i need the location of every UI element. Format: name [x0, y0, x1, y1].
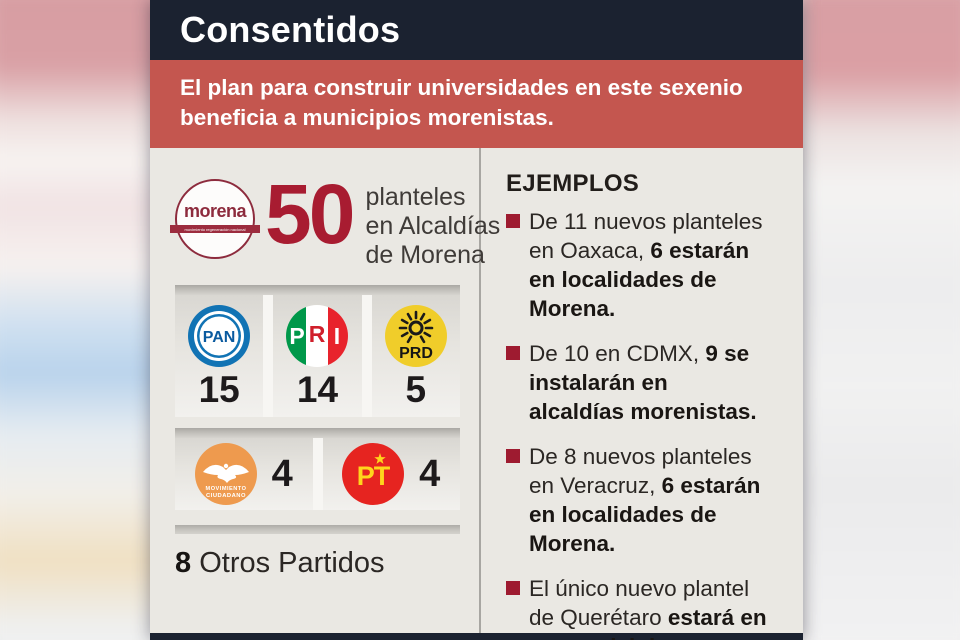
- morena-tagline: movimiento regeneración nacional: [184, 226, 246, 232]
- header-bar: Consentidos: [150, 0, 803, 60]
- panel-top-strip: [175, 428, 460, 438]
- bullet-square-icon: [506, 449, 520, 463]
- total-caption-line: en Alcaldías: [365, 212, 501, 240]
- examples-heading: EJEMPLOS: [506, 170, 640, 197]
- party-cell-pri: P R I 14: [273, 295, 362, 417]
- party-count-mc: 4: [271, 453, 293, 495]
- infographic-card: Consentidos El plan para construir unive…: [150, 0, 803, 640]
- mc-logo-text-line2: CIUDADANO: [206, 493, 246, 499]
- example-item: El único nuevo plantel de Querétaro esta…: [506, 574, 772, 640]
- total-value: 50: [265, 167, 355, 261]
- example-text: De 8 nuevos planteles en Veracruz, 6 est…: [529, 442, 769, 558]
- example-text-bold: estará en un municipio morenista.: [529, 605, 767, 640]
- mc-logo-icon: MOVIMIENTO CIUDADANO: [194, 443, 257, 505]
- morena-total-stat: morena movimiento regeneración nacional …: [170, 167, 500, 270]
- party-cell-pan: PAN 15: [175, 295, 264, 417]
- party-cell-pt: PT 4: [322, 438, 460, 510]
- subtitle-line-2: beneficia a municipios morenistas.: [180, 105, 554, 130]
- example-text: De 11 nuevos planteles en Oaxaca, 6 esta…: [529, 207, 769, 323]
- star-icon: [374, 453, 386, 464]
- others-row: 8 Otros Partidos: [175, 547, 385, 580]
- bullet-square-icon: [506, 214, 520, 228]
- subtitle-line-1: El plan para construir universidades en …: [180, 75, 743, 100]
- example-item: De 11 nuevos planteles en Oaxaca, 6 esta…: [506, 207, 772, 323]
- page-title: Consentidos: [180, 9, 401, 50]
- bullet-square-icon: [506, 581, 520, 595]
- example-text-bold: 6 estarán en localidades de Morena.: [529, 238, 750, 321]
- example-text: De 10 en CDMX, 9 se instalarán en alcald…: [529, 339, 769, 426]
- footer-bar: [150, 633, 803, 640]
- party-count-pri: 14: [296, 369, 339, 410]
- example-item: De 10 en CDMX, 9 se instalarán en alcald…: [506, 339, 772, 426]
- content-area: morena movimiento regeneración nacional …: [150, 148, 803, 640]
- total-caption: planteles en Alcaldías de Morena: [365, 183, 500, 270]
- examples-column: EJEMPLOS De 11 nuevos planteles en Oaxac…: [481, 148, 803, 640]
- pan-logo-text: PAN: [203, 329, 236, 346]
- example-text-normal: De 11 nuevos planteles en Oaxaca,: [529, 209, 763, 263]
- party-count-prd: 5: [405, 369, 427, 410]
- example-text: El único nuevo plantel de Querétaro esta…: [529, 574, 769, 640]
- example-text-bold: 6 estarán en localidades de Morena.: [529, 473, 761, 556]
- panel-top-strip: [175, 285, 460, 295]
- party-count-pt: 4: [419, 453, 441, 495]
- example-text-normal: El único nuevo plantel de Querétaro: [529, 576, 750, 630]
- blurred-background-right: [800, 0, 960, 640]
- total-caption-line: de Morena: [365, 241, 485, 269]
- morena-tagline-bar: movimiento regeneración nacional: [170, 225, 260, 233]
- pri-logo-icon: P R I: [286, 305, 349, 367]
- others-divider: [175, 525, 460, 534]
- pt-logo-text: PT: [357, 461, 391, 491]
- example-text-normal: De 8 nuevos planteles en Veracruz,: [529, 444, 752, 498]
- pri-letter-r: R: [309, 321, 326, 347]
- morena-logo-icon: morena movimiento regeneración nacional: [170, 179, 260, 259]
- party-cell-prd: PRD 5: [371, 295, 460, 417]
- mc-logo-text-line1: MOVIMIENTO: [205, 486, 246, 492]
- column-divider: [479, 148, 481, 633]
- examples-list: De 11 nuevos planteles en Oaxaca, 6 esta…: [506, 207, 793, 640]
- pri-letter-p: P: [290, 323, 305, 349]
- prd-logo-text: PRD: [399, 345, 433, 362]
- pan-logo-icon: PAN: [188, 305, 251, 367]
- example-item: De 8 nuevos planteles en Veracruz, 6 est…: [506, 442, 772, 558]
- blurred-background-left: [0, 0, 170, 640]
- party-panel-row1: PAN 15 P R: [175, 285, 460, 417]
- party-panel-row2: MOVIMIENTO CIUDADANO 4 PT 4: [175, 428, 460, 510]
- party-count-pan: 15: [198, 369, 240, 410]
- example-text-bold: 9 se instalarán en alcaldías morenistas.: [529, 341, 757, 424]
- example-text-normal: De 10 en CDMX,: [529, 341, 706, 366]
- morena-wordmark: morena: [183, 201, 247, 221]
- others-label: Otros Partidos: [199, 547, 385, 579]
- subtitle-bar: El plan para construir universidades en …: [150, 60, 803, 148]
- others-count: 8: [175, 547, 192, 579]
- total-caption-line: planteles: [365, 183, 466, 211]
- pt-logo-icon: PT: [342, 443, 405, 505]
- morena-logo-circle: morena: [175, 179, 255, 259]
- pri-letter-i: I: [334, 323, 340, 349]
- prd-logo-icon: PRD: [384, 305, 447, 367]
- party-cell-mc: MOVIMIENTO CIUDADANO 4: [175, 438, 313, 510]
- bullet-square-icon: [506, 346, 520, 360]
